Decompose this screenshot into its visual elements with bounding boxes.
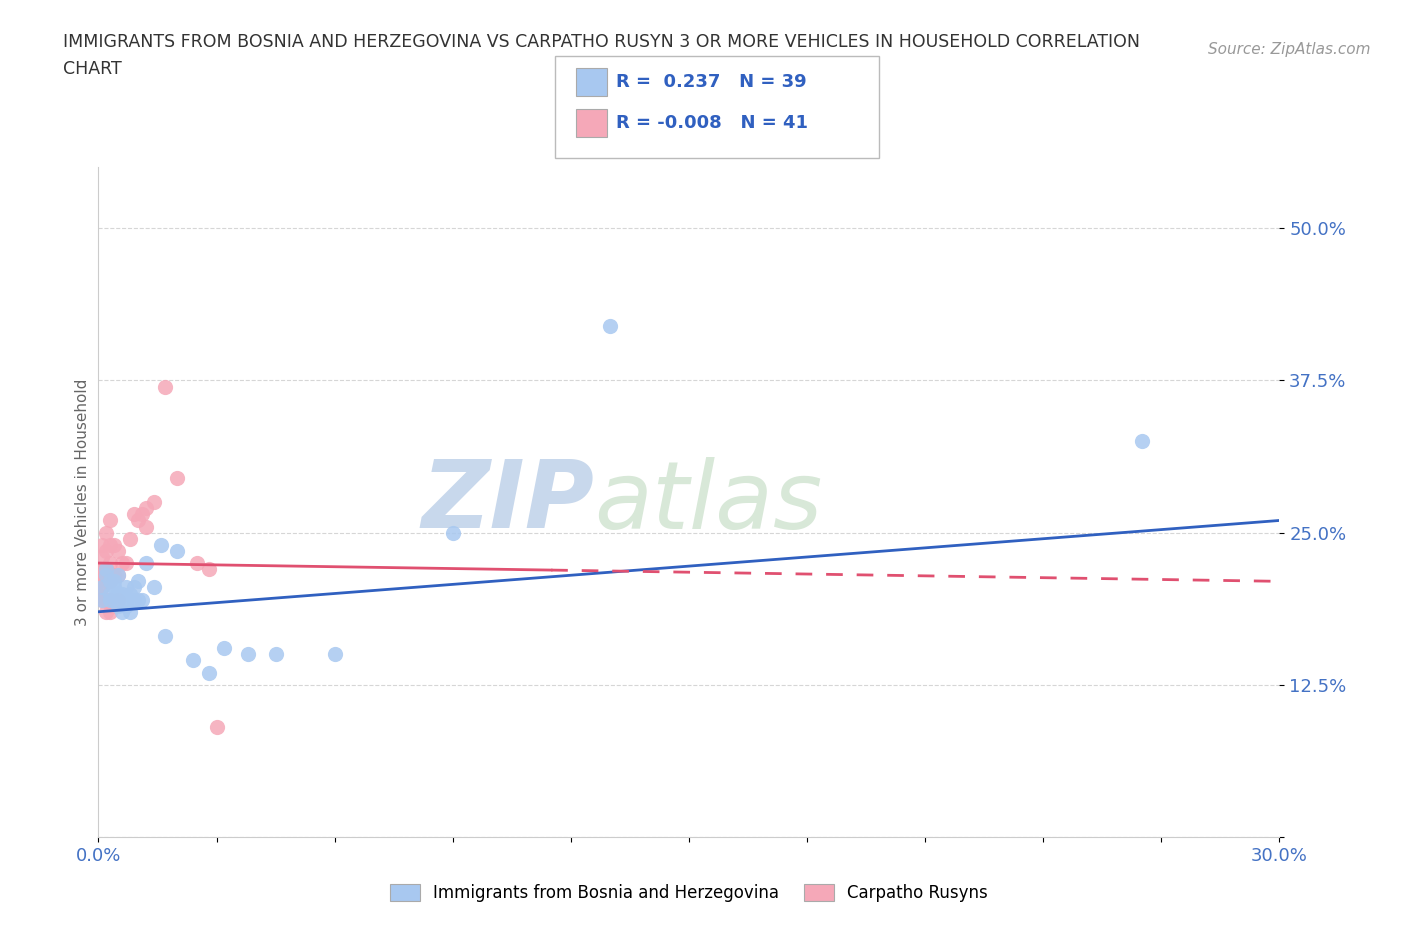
Point: [98, 555, 121, 570]
Point: [155, 379, 177, 394]
Point: [98, 513, 121, 528]
Point: [135, 555, 157, 570]
Point: [115, 580, 138, 595]
Point: [87, 562, 110, 577]
Point: [115, 592, 138, 607]
Text: IMMIGRANTS FROM BOSNIA AND HERZEGOVINA VS CARPATHO RUSYN 3 OR MORE VEHICLES IN H: IMMIGRANTS FROM BOSNIA AND HERZEGOVINA V…: [63, 33, 1140, 50]
Point: [91, 592, 114, 607]
Point: [118, 586, 141, 601]
Point: [87, 586, 110, 601]
Point: [186, 555, 208, 570]
Point: [91, 538, 114, 552]
Point: [135, 501, 157, 516]
Point: [264, 647, 287, 662]
Legend: Immigrants from Bosnia and Herzegovina, Carpatho Rusyns: Immigrants from Bosnia and Herzegovina, …: [382, 878, 995, 909]
Point: [135, 519, 157, 534]
Point: [91, 562, 114, 577]
Point: [142, 495, 165, 510]
Point: [111, 604, 134, 619]
Point: [96, 562, 118, 577]
Text: ZIP: ZIP: [422, 457, 595, 548]
Point: [98, 592, 121, 607]
Point: [96, 592, 118, 607]
Point: [205, 720, 228, 735]
Text: CHART: CHART: [63, 60, 122, 78]
Point: [122, 507, 145, 522]
Point: [236, 647, 259, 662]
Point: [98, 592, 121, 607]
Point: [107, 568, 129, 583]
Point: [181, 653, 204, 668]
Point: [127, 513, 149, 528]
Point: [107, 568, 129, 583]
Text: R =  0.237   N = 39: R = 0.237 N = 39: [616, 73, 807, 91]
Point: [323, 647, 346, 662]
Point: [98, 574, 121, 589]
Point: [87, 574, 110, 589]
Y-axis label: 3 or more Vehicles in Household: 3 or more Vehicles in Household: [75, 379, 90, 626]
Point: [96, 525, 118, 540]
Point: [115, 555, 138, 570]
Point: [98, 586, 121, 601]
Point: [118, 604, 141, 619]
Point: [197, 665, 219, 680]
Point: [1130, 434, 1153, 449]
Point: [91, 592, 114, 607]
Point: [131, 592, 153, 607]
Point: [155, 629, 177, 644]
Point: [96, 574, 118, 589]
Point: [91, 568, 114, 583]
Point: [166, 543, 188, 558]
Text: Source: ZipAtlas.com: Source: ZipAtlas.com: [1208, 42, 1371, 57]
Point: [127, 574, 149, 589]
Point: [150, 538, 173, 552]
Point: [441, 525, 464, 540]
Point: [98, 574, 121, 589]
Point: [115, 598, 138, 613]
Point: [197, 562, 219, 577]
Point: [166, 471, 188, 485]
Point: [91, 550, 114, 565]
Point: [118, 531, 141, 546]
Point: [96, 568, 118, 583]
Point: [214, 641, 236, 656]
Point: [103, 568, 125, 583]
Point: [127, 592, 149, 607]
Point: [96, 562, 118, 577]
Text: R = -0.008   N = 41: R = -0.008 N = 41: [616, 113, 808, 132]
Point: [103, 592, 125, 607]
Point: [107, 598, 129, 613]
Point: [91, 580, 114, 595]
Text: atlas: atlas: [595, 457, 823, 548]
Point: [122, 580, 145, 595]
Point: [103, 598, 125, 613]
Point: [103, 538, 125, 552]
Point: [122, 592, 145, 607]
Point: [107, 543, 129, 558]
Point: [107, 592, 129, 607]
Point: [96, 604, 118, 619]
Point: [131, 507, 153, 522]
Point: [91, 580, 114, 595]
Point: [107, 586, 129, 601]
Point: [98, 604, 121, 619]
Point: [103, 580, 125, 595]
Point: [111, 555, 134, 570]
Point: [98, 538, 121, 552]
Point: [599, 318, 621, 333]
Point: [111, 586, 134, 601]
Point: [142, 580, 165, 595]
Point: [96, 543, 118, 558]
Point: [103, 574, 125, 589]
